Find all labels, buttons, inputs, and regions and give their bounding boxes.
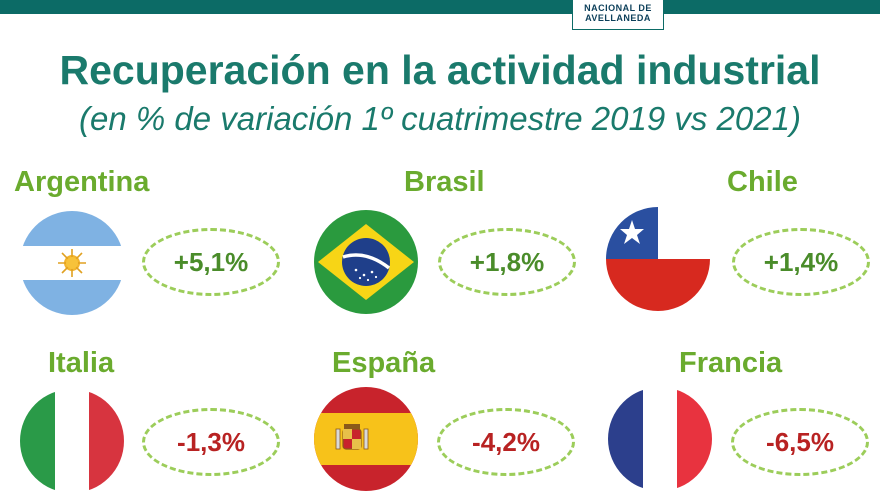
country-name-espana: España [332, 347, 436, 379]
value-pill-italia: -1,3% [142, 408, 280, 476]
brazil-flag-icon [314, 210, 418, 314]
country-name-brasil: Brasil [404, 166, 485, 198]
country-name-chile: Chile [727, 166, 798, 198]
value-pill-espana: -4,2% [437, 408, 575, 476]
value-pill-chile: +1,4% [732, 228, 870, 296]
italy-flag-icon [20, 389, 124, 493]
logo-line-1: NACIONAL DE [584, 3, 652, 13]
value-pill-francia: -6,5% [731, 408, 869, 476]
value-pill-argentina: +5,1% [142, 228, 280, 296]
logo-line-2: AVELLANEDA [585, 13, 651, 23]
page-title: Recuperación en la actividad industrial [59, 47, 821, 93]
value-francia: -6,5% [766, 426, 834, 457]
country-name-francia: Francia [679, 347, 783, 379]
value-brasil: +1,8% [469, 246, 545, 277]
page-subtitle: (en % de variación 1º cuatrimestre 2019 … [79, 100, 801, 137]
spain-flag-icon [314, 387, 418, 491]
country-name-argentina: Argentina [14, 166, 150, 198]
chile-flag-icon [606, 207, 710, 311]
university-logo: NACIONAL DE AVELLANEDA [572, 0, 664, 30]
argentina-flag-icon [20, 211, 124, 315]
value-pill-brasil: +1,8% [438, 228, 576, 296]
value-italia: -1,3% [177, 426, 245, 457]
value-chile: +1,4% [763, 246, 839, 277]
top-bar [0, 0, 880, 14]
france-flag-icon [608, 387, 712, 491]
value-espana: -4,2% [472, 426, 540, 457]
country-name-italia: Italia [48, 347, 115, 379]
value-argentina: +5,1% [173, 246, 249, 277]
